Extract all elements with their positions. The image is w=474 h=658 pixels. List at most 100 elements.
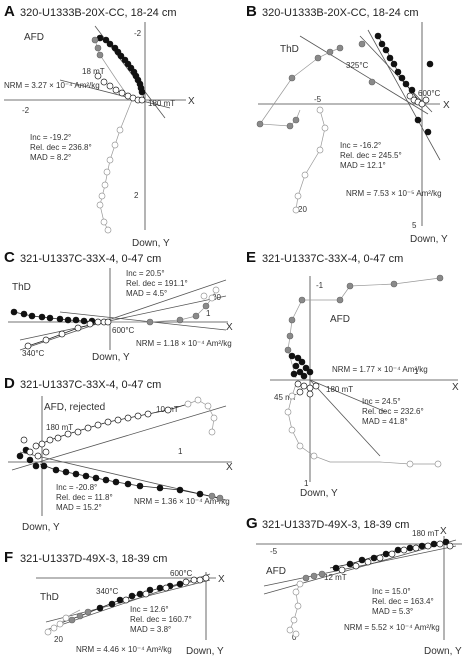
panel-b-label: 20 — [298, 205, 307, 214]
panel-c-stat: Inc = 20.5° — [126, 269, 165, 278]
panel-e-axis-x: X — [452, 382, 459, 393]
panel-g-label: 180 mT — [412, 529, 439, 538]
panel-a-label: 180 mT — [148, 99, 175, 108]
panel-d-vertical-points — [21, 407, 171, 459]
panel-c-label: 600°C — [112, 326, 135, 335]
panel-e-title: 321-U1337C-33X-4, 0-47 cm — [262, 253, 403, 265]
panel-b-tick: -5 — [314, 95, 322, 104]
panel-b-nrm: NRM = 7.53 × 10⁻⁵ Am²/kg — [346, 189, 442, 198]
panel-a-gray-open-points — [97, 127, 123, 233]
panel-d-fit-line — [12, 406, 226, 470]
panel-c-letter: C — [4, 249, 15, 266]
panel-g-letter: G — [246, 515, 258, 532]
panel-c-label: 340°C — [22, 349, 45, 358]
panel-e-method: AFD — [330, 314, 350, 325]
panel-e-stat: Rel. dec = 232.6° — [362, 407, 424, 416]
panel-f-label: 600°C — [170, 569, 193, 578]
panel-g-stat: Inc = 15.0° — [372, 587, 411, 596]
panel-g-axis-y: Down, Y — [424, 646, 462, 657]
panel-a-tick: -2 — [22, 106, 30, 115]
panel-b-horizontal-points — [375, 33, 433, 135]
panel-b: B 320-U1333B-20X-CC, 18-24 cm X Down, Y … — [246, 3, 450, 245]
panel-a-horizontal-path — [100, 38, 144, 98]
panel-g-method: AFD — [266, 566, 286, 577]
panel-c-axis-x: X — [226, 322, 233, 333]
panel-c-nrm: NRM = 1.18 × 10⁻⁴ Am²/kg — [136, 339, 232, 348]
panel-g-tick: -5 — [270, 547, 278, 556]
panel-c-tick: 1 — [206, 309, 211, 318]
panel-g-gray-open-points — [287, 581, 303, 637]
panel-b-stat: MAD = 12.1° — [340, 161, 386, 170]
panel-f-letter: F — [4, 549, 13, 566]
panel-d-stat: Inc = -20.8° — [56, 483, 97, 492]
panel-a-axis-y: Down, Y — [132, 238, 170, 249]
panel-c-method: ThD — [12, 282, 31, 293]
panel-b-label: 325°C — [346, 61, 369, 70]
panel-a-tick: 2 — [134, 191, 139, 200]
panel-b-stat: Rel. dec = 245.5° — [340, 151, 402, 160]
panel-g-rejected-points — [303, 571, 325, 581]
panel-g: G 321-U1337D-49X-3, 18-39 cm X Down, Y -… — [246, 515, 462, 657]
panel-a-letter: A — [4, 3, 15, 20]
panel-b-stat: Inc = -16.2° — [340, 141, 381, 150]
panel-d-title: 321-U1337C-33X-4, 0-47 cm — [20, 379, 161, 391]
panel-b-method: ThD — [280, 44, 299, 55]
panel-g-fit-line — [264, 546, 456, 586]
panel-a: A 320-U1333B-20X-CC, 18-24 cm X Down, Y … — [4, 3, 195, 249]
panel-f-stat: Inc = 12.6° — [130, 605, 169, 614]
panel-e-axis-y: Down, Y — [300, 488, 338, 499]
panel-e: E 321-U1337C-33X-4, 0-47 cm X Down, Y -1… — [246, 249, 459, 499]
panel-b-axis-x: X — [443, 100, 450, 111]
panel-d-gray-open-points — [185, 397, 217, 435]
panel-f: F 321-U1337D-49X-3, 18-39 cm X Down, Y T… — [4, 549, 225, 657]
panel-a-stat: Rel. dec = 236.8° — [30, 143, 92, 152]
panel-d-stat: Rel. dec = 11.8° — [56, 493, 113, 502]
panel-f-method: ThD — [40, 592, 59, 603]
panel-g-axis-x: X — [440, 526, 447, 537]
panel-c: C 321-U1337C-33X-4, 0-47 cm X Down, Y 1 … — [4, 249, 233, 363]
panel-g-nrm: NRM = 5.52 × 10⁻⁴ Am²/kg — [344, 623, 440, 632]
panel-d-axis-x: X — [226, 462, 233, 473]
panel-c-stat: Rel. dec = 191.1° — [126, 279, 188, 288]
panel-e-vertical-points — [295, 381, 319, 397]
panel-e-stat: Inc = 24.5° — [362, 397, 401, 406]
panel-a-title: 320-U1333B-20X-CC, 18-24 cm — [20, 7, 177, 19]
panel-a-method: AFD — [24, 32, 44, 43]
panel-g-stat: MAD = 5.3° — [372, 607, 413, 616]
panel-c-stat: MAD = 4.5° — [126, 289, 167, 298]
panel-e-gray-path — [288, 278, 440, 378]
panel-d-axis-y: Down, Y — [22, 522, 60, 533]
panel-d-method: AFD, rejected — [44, 402, 105, 413]
panel-b-letter: B — [246, 3, 257, 20]
panel-d: D 321-U1337C-33X-4, 0-47 cm X Down, Y 1 … — [4, 375, 233, 533]
panel-f-axis-x: X — [218, 574, 225, 585]
panel-d-label: 180 mT — [46, 423, 73, 432]
panel-b-label: 600°C — [418, 89, 441, 98]
panel-d-tick: 1 — [178, 447, 183, 456]
panel-b-rejected-points — [257, 41, 375, 129]
panel-g-label: 12 mT — [324, 573, 347, 582]
panel-a-axis-x: X — [188, 96, 195, 107]
panel-f-stat: Rel. dec = 160.7° — [130, 615, 192, 624]
panel-g-stat: Rel. dec = 163.4° — [372, 597, 434, 606]
panel-a-nrm: NRM = 3.27 × 10⁻⁴ Am²/kg — [4, 81, 100, 90]
panel-b-gray-path — [260, 48, 340, 126]
panel-b-gray-open-points — [293, 107, 328, 213]
panel-e-label: 180 mT — [326, 385, 353, 394]
panel-f-label: 340°C — [96, 587, 119, 596]
panel-e-tick: -1 — [316, 281, 324, 290]
panel-f-nrm: NRM = 4.46 × 10⁻⁴ Am²/kg — [76, 645, 172, 654]
panel-a-tick: -2 — [134, 29, 142, 38]
panel-b-title: 320-U1333B-20X-CC, 18-24 cm — [262, 7, 419, 19]
panel-e-tick: 1 — [304, 479, 309, 488]
panel-e-letter: E — [246, 249, 256, 266]
panel-d-nrm: NRM = 1.36 × 10⁻⁴ Am²/kg — [134, 497, 230, 506]
panel-e-stat: MAD = 41.8° — [362, 417, 408, 426]
panel-g-title: 321-U1337D-49X-3, 18-39 cm — [262, 519, 409, 531]
panel-a-stat: Inc = -19.2° — [30, 133, 71, 142]
panel-b-tick: 5 — [412, 221, 417, 230]
panel-b-axis-y: Down, Y — [410, 234, 448, 245]
panel-f-gray-open-points — [45, 615, 69, 635]
panel-c-axis-y: Down, Y — [92, 352, 130, 363]
